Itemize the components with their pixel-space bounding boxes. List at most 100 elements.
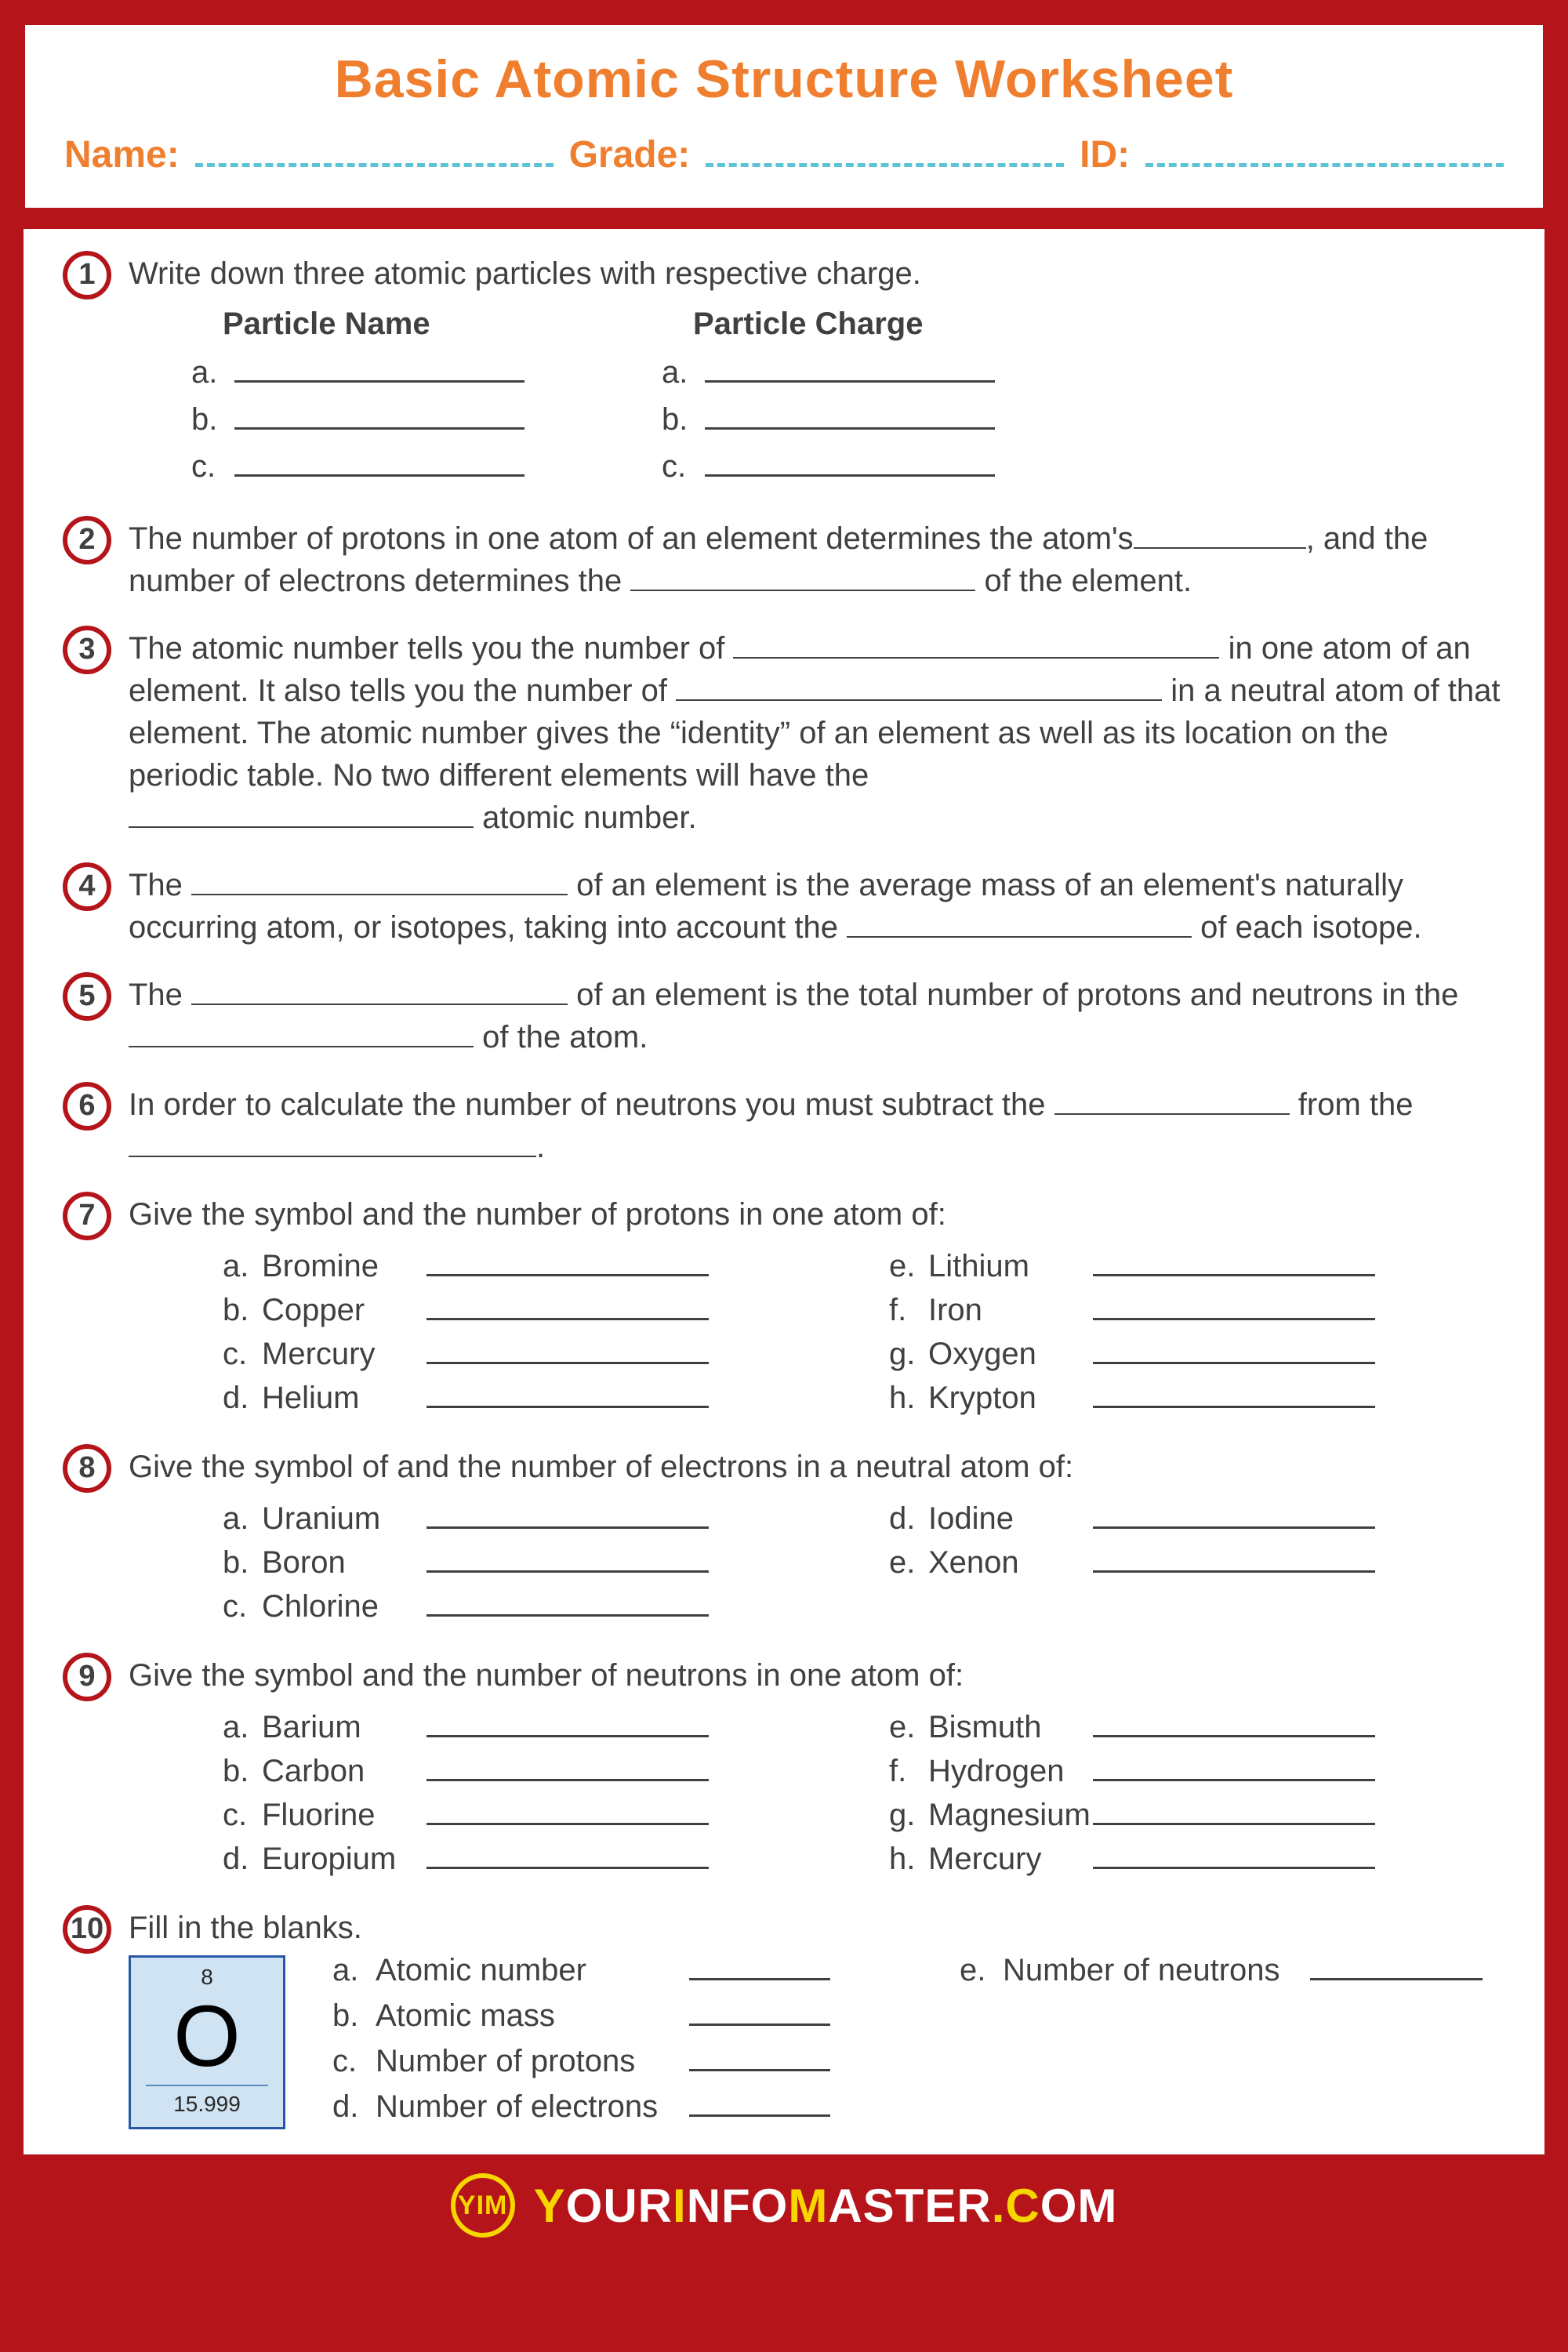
header-fields: Name: Grade: ID: [64, 133, 1504, 176]
question-number: 5 [63, 972, 111, 1021]
blank-line[interactable] [705, 353, 995, 383]
question-number: 7 [63, 1192, 111, 1240]
blank-line[interactable] [426, 1795, 709, 1825]
blank-line[interactable] [426, 1587, 709, 1617]
blank-line[interactable] [705, 447, 995, 477]
blank-line[interactable] [426, 1499, 709, 1529]
periodic-element-tile: 8 O 15.999 [129, 1955, 285, 2129]
question-6: 6 In order to calculate the number of ne… [63, 1083, 1505, 1168]
col-header-particle-charge: Particle Charge [693, 303, 1163, 345]
blank-line[interactable] [689, 2087, 830, 2117]
blank-line[interactable] [234, 400, 524, 430]
question-number: 2 [63, 516, 111, 564]
item-letter: a. [662, 351, 705, 394]
name-input-line[interactable] [195, 136, 554, 167]
blank-line[interactable] [1093, 1378, 1375, 1408]
question-10: 10 Fill in the blanks. 8 O 15.999 a.Atom… [63, 1907, 1505, 2131]
question-text: Fill in the blanks. [129, 1907, 1505, 1949]
blank-line[interactable] [1093, 1543, 1375, 1573]
blank-line[interactable] [676, 676, 1162, 701]
element-list: a.Uraniumd.Iodine b.Borone.Xenon c.Chlor… [129, 1497, 1555, 1629]
item-letter: b. [191, 398, 234, 441]
question-3: 3 The atomic number tells you the number… [63, 627, 1505, 839]
blank-line[interactable] [705, 400, 995, 430]
brand-logo-icon: YIM [451, 2173, 515, 2238]
question-number: 6 [63, 1082, 111, 1131]
question-number: 9 [63, 1653, 111, 1701]
blank-line[interactable] [689, 2042, 830, 2071]
question-text: Write down three atomic particles with r… [129, 252, 1505, 295]
blank-line[interactable] [1310, 1951, 1483, 1980]
question-text: The of an element is the total number of… [129, 974, 1505, 1058]
question-9: 9 Give the symbol and the number of neut… [63, 1654, 1505, 1882]
question-text: The number of protons in one atom of an … [129, 517, 1505, 602]
blank-line[interactable] [426, 1334, 709, 1364]
blank-line[interactable] [1093, 1751, 1375, 1781]
blank-line[interactable] [1054, 1090, 1290, 1115]
question-2: 2 The number of protons in one atom of a… [63, 517, 1505, 602]
col-header-particle-name: Particle Name [223, 303, 693, 345]
blank-line[interactable] [733, 633, 1219, 659]
blank-line[interactable] [129, 803, 474, 828]
blank-line[interactable] [129, 1022, 474, 1047]
grade-label: Grade: [569, 133, 691, 176]
element-list: a.Brominee.Lithium b.Copperf.Iron c.Merc… [129, 1245, 1555, 1421]
blank-line[interactable] [1093, 1290, 1375, 1320]
blank-line[interactable] [191, 980, 568, 1005]
blank-line[interactable] [1134, 524, 1306, 549]
blank-line[interactable] [426, 1247, 709, 1276]
question-text: The atomic number tells you the number o… [129, 627, 1505, 839]
blank-line[interactable] [426, 1543, 709, 1573]
blank-line[interactable] [1093, 1499, 1375, 1529]
question-number: 1 [63, 251, 111, 299]
footer: YIM YOURINFOMASTER.COM [24, 2154, 1544, 2245]
blank-line[interactable] [689, 1951, 830, 1980]
question-5: 5 The of an element is the total number … [63, 974, 1505, 1058]
question-1: 1 Write down three atomic particles with… [63, 252, 1505, 492]
blank-line[interactable] [426, 1290, 709, 1320]
element-list: a.Bariume.Bismuth b.Carbonf.Hydrogen c.F… [129, 1706, 1555, 1882]
element-symbol: O [131, 1994, 283, 2080]
brand-text: YOURINFOMASTER.COM [534, 2179, 1118, 2233]
blank-line[interactable] [689, 1996, 830, 2026]
blank-line[interactable] [847, 913, 1192, 938]
blank-line[interactable] [1093, 1839, 1375, 1869]
blank-line[interactable] [234, 353, 524, 383]
header-box: Basic Atomic Structure Worksheet Name: G… [24, 24, 1544, 209]
question-number: 8 [63, 1444, 111, 1493]
question-number: 4 [63, 862, 111, 911]
blank-line[interactable] [426, 1378, 709, 1408]
blank-line[interactable] [129, 1132, 536, 1157]
question-4: 4 The of an element is the average mass … [63, 864, 1505, 949]
content-box: 1 Write down three atomic particles with… [24, 229, 1544, 2154]
question-number: 3 [63, 626, 111, 674]
blank-line[interactable] [426, 1708, 709, 1737]
worksheet-title: Basic Atomic Structure Worksheet [64, 49, 1504, 110]
blank-line[interactable] [426, 1751, 709, 1781]
blank-line[interactable] [630, 566, 975, 591]
blank-line[interactable] [1093, 1334, 1375, 1364]
item-letter: a. [191, 351, 234, 394]
question-text: Give the symbol of and the number of ele… [129, 1446, 1555, 1488]
blank-line[interactable] [1093, 1247, 1375, 1276]
item-letter: c. [662, 445, 705, 488]
question-number: 10 [63, 1905, 111, 1954]
name-label: Name: [64, 133, 180, 176]
blank-line[interactable] [1093, 1795, 1375, 1825]
question-text: Give the symbol and the number of neutro… [129, 1654, 1555, 1697]
blank-line[interactable] [234, 447, 524, 477]
blank-line[interactable] [191, 870, 568, 895]
question-7: 7 Give the symbol and the number of prot… [63, 1193, 1505, 1421]
grade-input-line[interactable] [706, 136, 1064, 167]
blank-line[interactable] [426, 1839, 709, 1869]
question-text: The of an element is the average mass of… [129, 864, 1505, 949]
question-text: In order to calculate the number of neut… [129, 1083, 1505, 1168]
id-input-line[interactable] [1145, 136, 1504, 167]
id-label: ID: [1080, 133, 1130, 176]
item-letter: c. [191, 445, 234, 488]
atomic-mass: 15.999 [131, 2089, 283, 2119]
blank-line[interactable] [1093, 1708, 1375, 1737]
question-text: Give the symbol and the number of proton… [129, 1193, 1555, 1236]
question-8: 8 Give the symbol of and the number of e… [63, 1446, 1505, 1629]
item-letter: b. [662, 398, 705, 441]
